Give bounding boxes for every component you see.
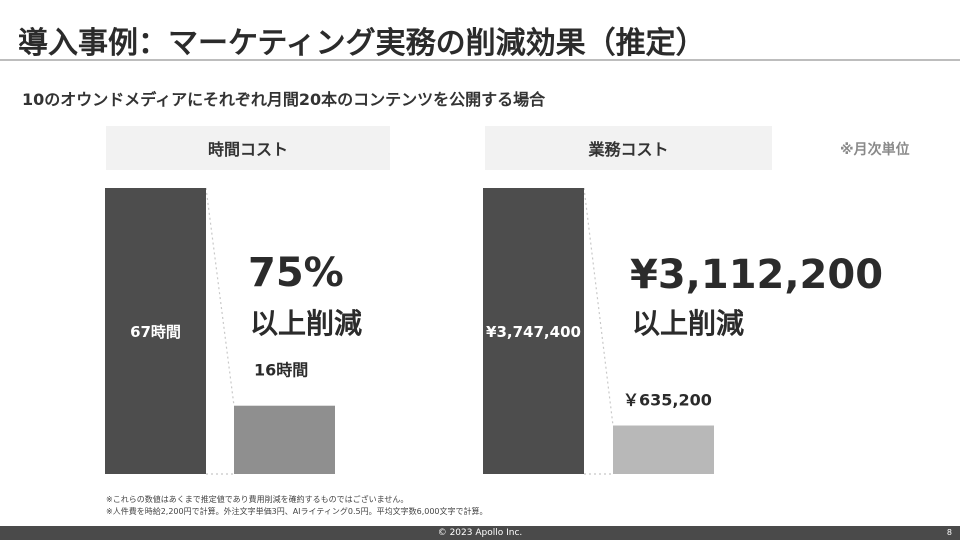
connector-line-top — [583, 187, 614, 426]
work-cost-label: 業務コスト — [485, 126, 772, 170]
copyright: © 2023 Apollo Inc. — [437, 528, 523, 538]
unit-note: ※月次単位 — [840, 142, 910, 158]
bar-after — [613, 425, 714, 474]
work-reduction-label: 以上削減 — [632, 307, 745, 340]
bar-after — [234, 405, 335, 474]
bar-before-label: ¥3,747,400 — [486, 323, 581, 341]
time-reduction-label: 以上削減 — [250, 307, 363, 340]
page-title: 導入事例：マーケティング実務の削減効果（推定） — [18, 26, 706, 61]
bar-after-label: ￥635,200 — [623, 391, 712, 410]
bar-after-label: 16時間 — [254, 361, 308, 380]
footer-bar: © 2023 Apollo Inc. 8 — [0, 526, 960, 540]
work-reduction-value: ¥3,112,200 — [630, 252, 884, 298]
page-number: 8 — [946, 528, 952, 537]
page-subtitle: 10のオウンドメディアにそれぞれ月間20本のコンテンツを公開する場合 — [22, 90, 546, 109]
time-reduction-value: 75% — [248, 250, 344, 296]
bar-before — [483, 188, 584, 474]
footnotes: ※これらの数値はあくまで推定値であり費用削減を確約するものではございません。 ※… — [106, 494, 488, 518]
title-divider — [0, 59, 960, 61]
time-cost-label: 時間コスト — [106, 126, 390, 170]
connector-line-top — [205, 187, 235, 406]
footnote-disclaimer: ※これらの数値はあくまで推定値であり費用削減を確約するものではございません。 — [106, 495, 409, 504]
footnote-assumptions: ※人件費を時給2,200円で計算。外注文字単価3円、AIライティング0.5円。平… — [106, 507, 488, 516]
bar-before — [105, 188, 206, 474]
bar-before-label: 67時間 — [130, 323, 181, 341]
